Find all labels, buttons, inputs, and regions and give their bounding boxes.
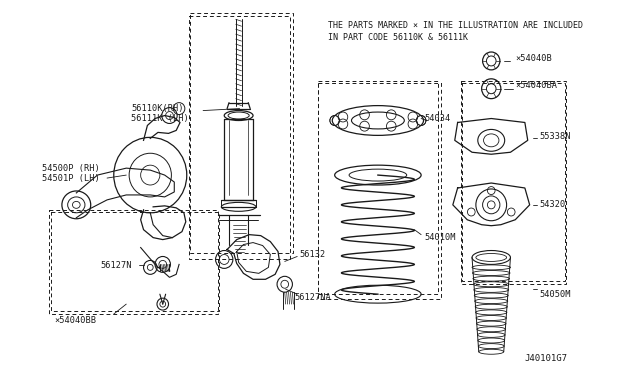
Text: 56127N: 56127N (100, 261, 132, 270)
Text: 54501P (LH): 54501P (LH) (42, 174, 99, 183)
Text: 56132: 56132 (299, 250, 325, 259)
Bar (51, 212, 220, 311)
Bar (189, 13, 293, 253)
Text: J40101G7: J40101G7 (525, 354, 568, 363)
Text: ×54040BA: ×54040BA (515, 81, 557, 90)
Bar (49, 210, 218, 314)
Text: 54320: 54320 (540, 201, 566, 209)
Bar (463, 83, 565, 281)
Bar (189, 16, 289, 259)
Text: IN PART CODE 56110K & 56111K: IN PART CODE 56110K & 56111K (328, 33, 468, 42)
Text: 56110K(RH): 56110K(RH) (131, 104, 184, 113)
Text: 55338N: 55338N (540, 132, 571, 141)
Bar (461, 81, 566, 284)
Text: 56127NA: 56127NA (294, 293, 331, 302)
Text: THE PARTS MARKED × IN THE ILLUSTRATION ARE INCLUDED: THE PARTS MARKED × IN THE ILLUSTRATION A… (328, 21, 583, 30)
Text: ×54040BB: ×54040BB (54, 317, 96, 326)
Text: 54010M: 54010M (424, 233, 456, 242)
Text: 54034: 54034 (424, 114, 451, 123)
Text: 54050M: 54050M (540, 290, 571, 299)
Bar (318, 81, 438, 294)
Text: ×54040B: ×54040B (515, 54, 552, 64)
Text: 54500P (RH): 54500P (RH) (42, 164, 99, 173)
Text: 56111K (LH): 56111K (LH) (131, 114, 189, 123)
Bar (318, 83, 442, 299)
